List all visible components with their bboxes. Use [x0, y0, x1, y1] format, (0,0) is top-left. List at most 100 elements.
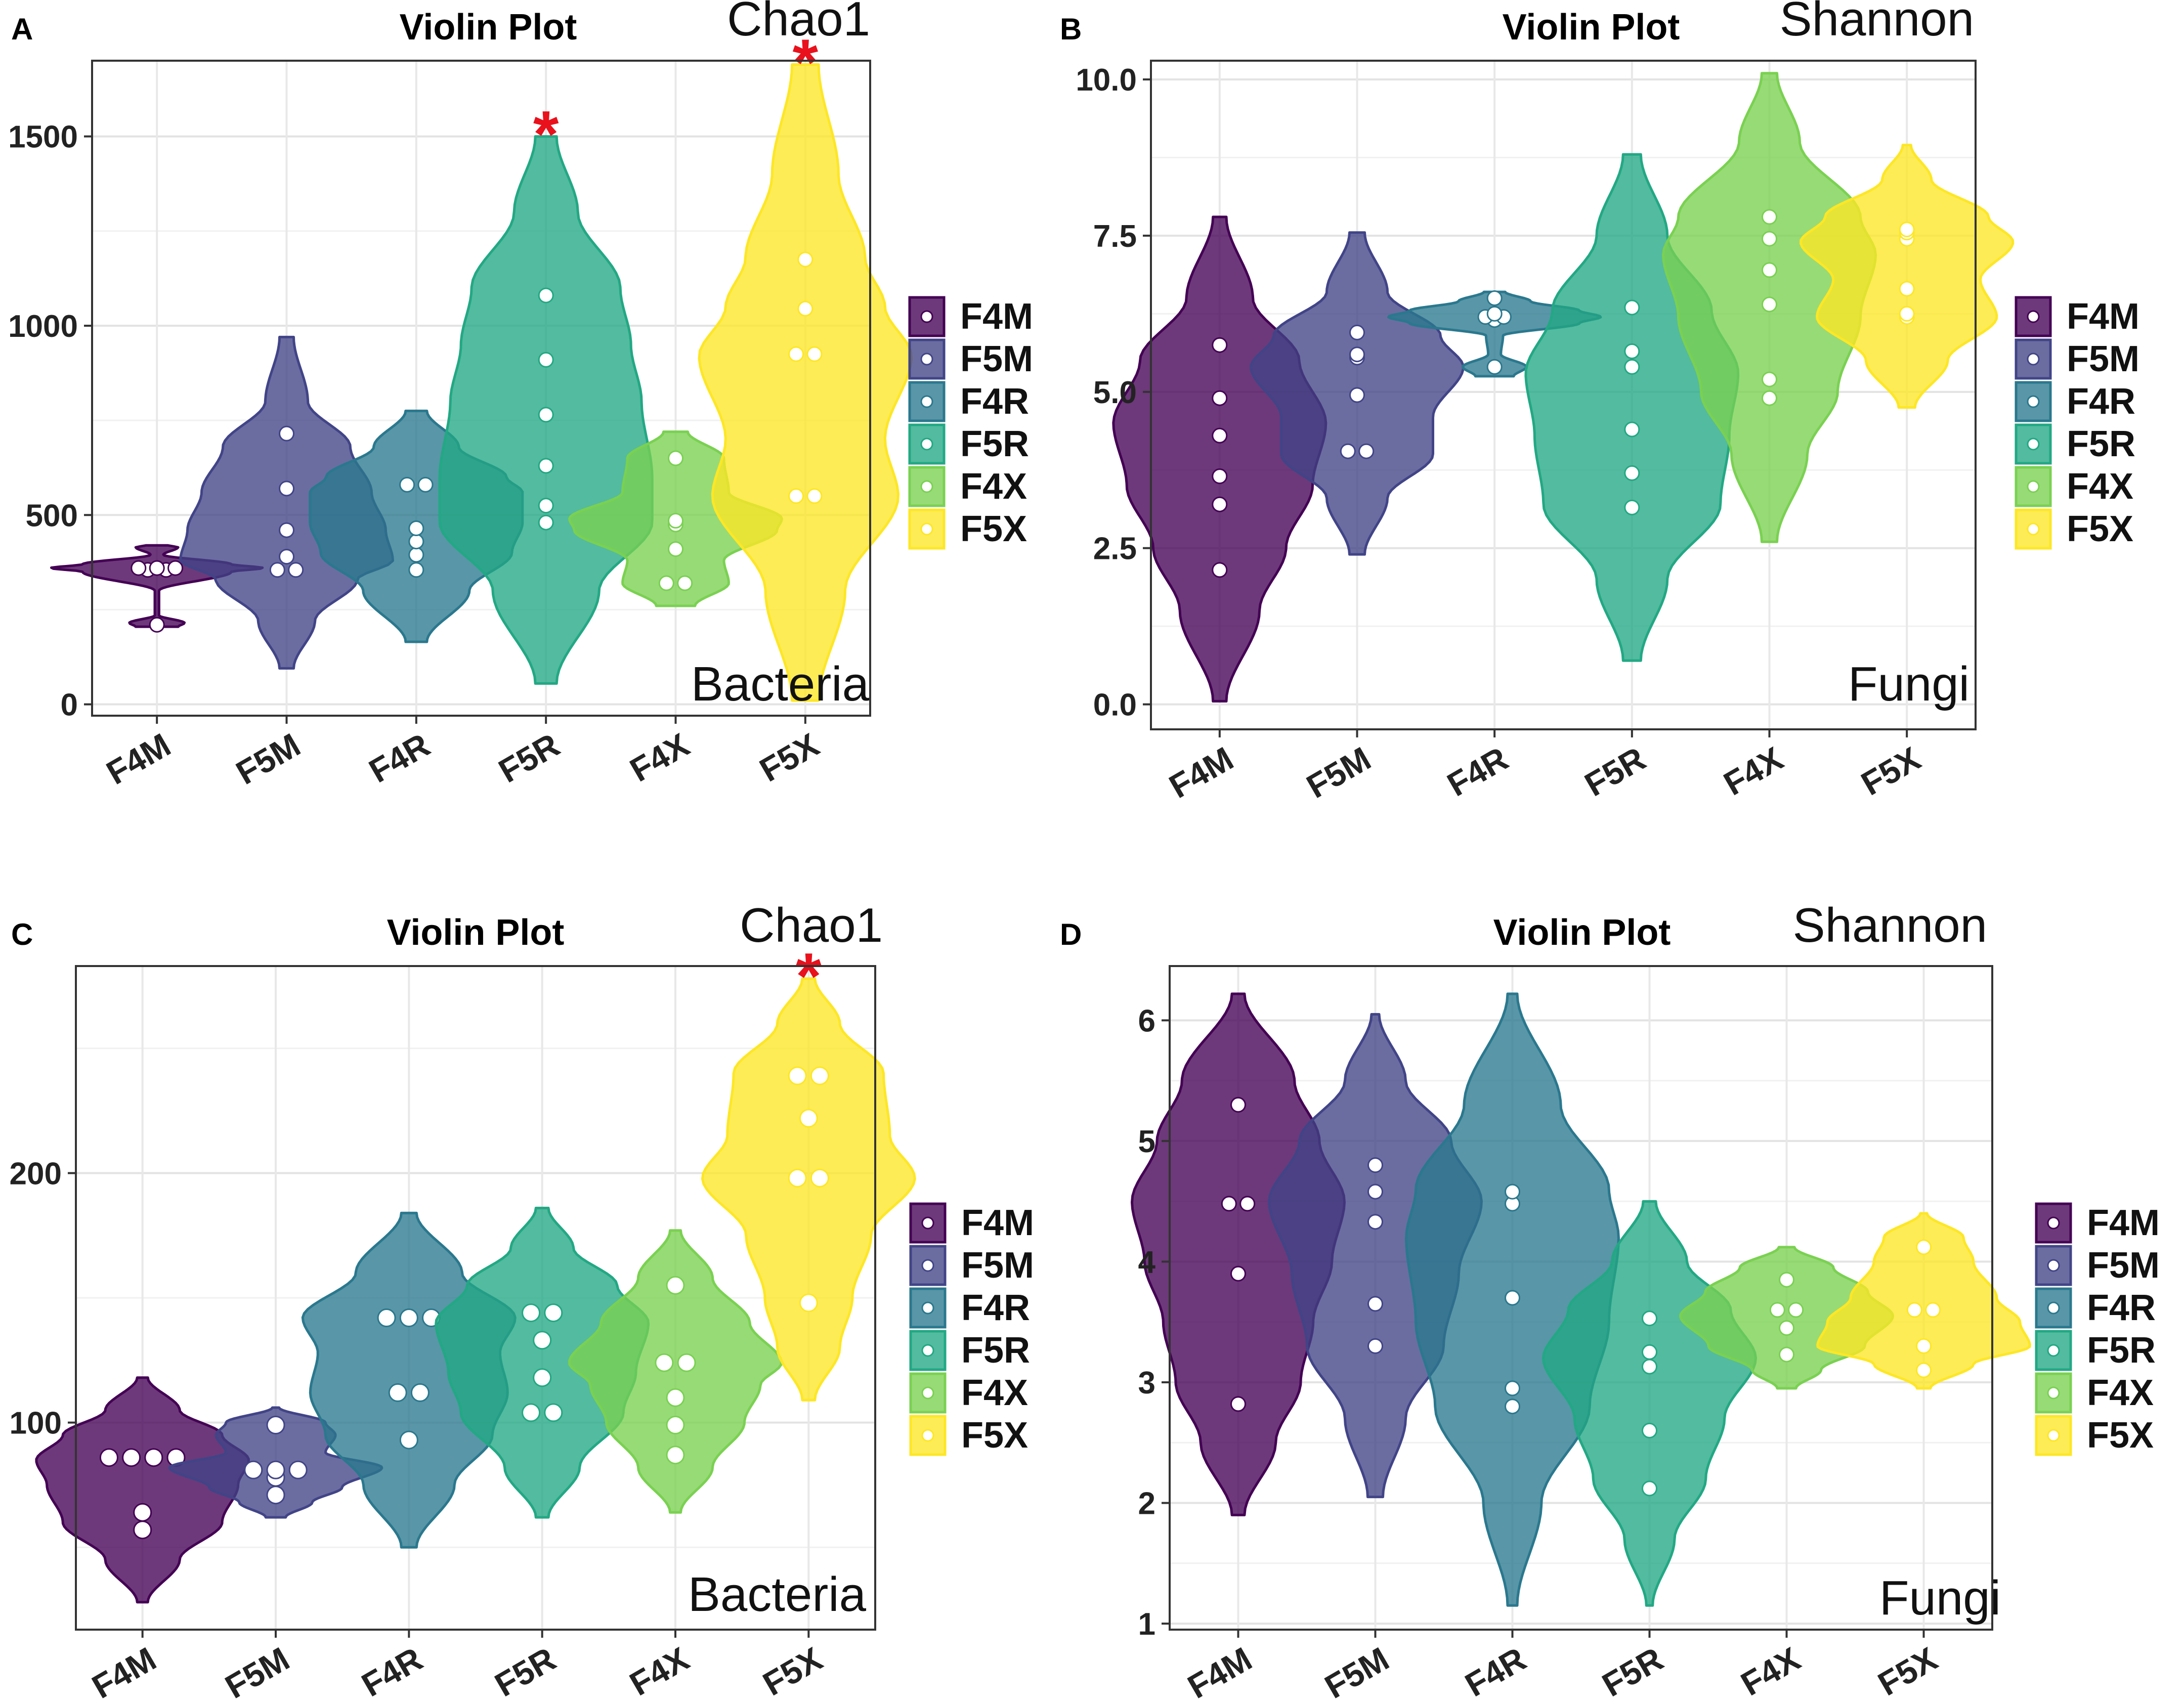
legend-label: F5R	[2067, 424, 2135, 464]
metric-label: Shannon	[1793, 898, 1987, 952]
data-point-f5r	[538, 498, 554, 514]
data-point-f5m	[1367, 1338, 1383, 1354]
chart-title: Violin Plot	[1493, 912, 1671, 953]
data-point-f4x	[677, 1353, 696, 1372]
y-tick-label: 500	[26, 498, 78, 533]
legend-point	[920, 522, 933, 536]
legend-label: F4R	[2087, 1288, 2156, 1328]
data-point-f4r	[377, 1308, 396, 1327]
data-point-f4m	[1221, 1196, 1237, 1212]
legend-swatch-f5m	[2015, 338, 2052, 380]
kingdom-label: Bacteria	[688, 1567, 867, 1622]
data-point-f5m	[1340, 443, 1356, 459]
data-point-f4m	[1212, 496, 1228, 512]
y-tick-label: 0.0	[1093, 688, 1137, 723]
data-point-f5m	[279, 549, 294, 565]
panel-letter: D	[1060, 917, 1082, 951]
kingdom-label: Fungi	[1848, 657, 1969, 711]
legend-label: F5M	[2087, 1245, 2160, 1286]
panel-letter: B	[1060, 12, 1082, 46]
metric-label: Shannon	[1780, 0, 1974, 46]
legend-label: F5R	[961, 1330, 1030, 1371]
legend-point	[2027, 353, 2040, 366]
data-point-f5m	[266, 1416, 285, 1434]
data-point-f5r	[1642, 1344, 1657, 1360]
significance-asterisk: *	[793, 25, 819, 99]
data-point-f4m	[1230, 1097, 1246, 1113]
data-point-f4m	[1212, 390, 1228, 406]
data-point-f4x	[1779, 1346, 1794, 1363]
data-point-f4x	[1762, 209, 1777, 225]
data-point-f4x	[1769, 1302, 1785, 1318]
legend-swatch-f4m	[909, 1202, 947, 1244]
y-tick-label: 100	[10, 1406, 62, 1441]
data-point-f4r	[1505, 1184, 1520, 1200]
data-point-f4r	[417, 476, 434, 493]
data-point-f5x	[788, 1168, 807, 1188]
data-point-f5r	[1624, 359, 1640, 375]
legend-label: F4X	[2067, 466, 2133, 507]
data-point-f4m	[149, 617, 165, 633]
legend-label: F4X	[2087, 1373, 2154, 1413]
data-point-f5x	[1916, 1338, 1932, 1354]
data-point-f5m	[279, 480, 294, 497]
legend-point	[921, 1259, 934, 1272]
data-point-f5r	[533, 1331, 552, 1350]
data-point-f5x	[1899, 281, 1915, 297]
legend-point	[920, 438, 933, 451]
legend-label: F4M	[960, 296, 1033, 337]
violin-f5x	[1800, 144, 2015, 409]
data-point-f5m	[269, 562, 285, 578]
panel-d: D Violin Plot Shannon 1 2 3 4 5 6 F4M F5M F4R F5R…	[1060, 898, 2160, 1705]
data-point-f5x	[806, 346, 823, 362]
significance-asterisk: *	[796, 939, 822, 1013]
data-point-f5m	[244, 1460, 263, 1479]
legend-point	[921, 1429, 934, 1442]
data-point-f4x	[677, 575, 693, 591]
panel-letter: A	[11, 12, 33, 46]
data-point-f5x	[1899, 305, 1915, 322]
legend-point	[920, 480, 933, 493]
data-point-f4m	[133, 1520, 152, 1540]
data-point-f4r	[1505, 1380, 1520, 1396]
data-point-f4x	[1779, 1320, 1794, 1336]
data-point-f4m	[1212, 337, 1228, 353]
violin-f4x	[568, 1229, 783, 1514]
data-point-f5r	[522, 1303, 541, 1323]
legend-swatch-f5x	[2015, 508, 2052, 550]
data-point-f4x	[1788, 1302, 1804, 1318]
data-point-f4x	[1762, 262, 1777, 278]
data-point-f4x	[668, 450, 683, 466]
y-tick-label: 1000	[8, 309, 78, 344]
data-point-f4x	[1762, 390, 1777, 406]
data-point-f4m	[133, 1503, 152, 1522]
data-point-f5r	[1624, 499, 1640, 515]
y-tick-label: 1500	[8, 120, 78, 155]
data-point-f5r	[538, 458, 554, 474]
legend-swatch-f4m	[908, 296, 946, 337]
legend-label: F5X	[2087, 1415, 2154, 1456]
data-point-f4x	[655, 1353, 674, 1372]
legend-point	[921, 1216, 934, 1230]
data-point-f4x	[658, 575, 674, 591]
data-point-f5m	[266, 1485, 285, 1505]
data-point-f5m	[1367, 1214, 1383, 1230]
data-point-f5x	[1925, 1302, 1941, 1318]
data-point-f5x	[810, 1168, 829, 1188]
data-point-f5x	[797, 251, 813, 268]
legend-point	[2027, 395, 2040, 408]
data-point-f4r	[1486, 290, 1503, 306]
legend-swatch-f5r	[2015, 423, 2052, 465]
data-point-f4x	[1779, 1272, 1794, 1288]
data-point-f4m	[1230, 1265, 1246, 1282]
data-point-f5x	[1916, 1362, 1932, 1378]
data-point-f4r	[1486, 305, 1503, 322]
data-point-f5m	[1349, 324, 1365, 340]
data-point-f5x	[788, 346, 804, 362]
data-point-f5r	[538, 352, 554, 368]
legend-label: F4R	[961, 1288, 1030, 1328]
metric-label: Chao1	[727, 0, 870, 46]
